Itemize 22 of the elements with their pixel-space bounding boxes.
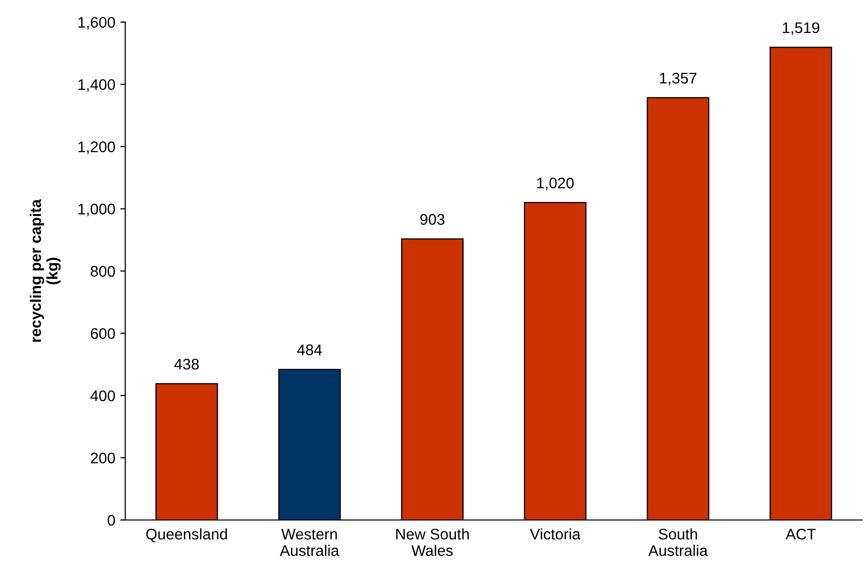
- data-label: 1,519: [782, 22, 820, 35]
- y-tick-label: 600: [90, 328, 115, 339]
- data-label: 438: [174, 358, 199, 370]
- y-tick-label: 1,600: [78, 16, 115, 30]
- x-tick-label: Victoria: [530, 528, 581, 540]
- x-tick-label: ACT: [786, 528, 816, 540]
- y-tick-label: 0: [108, 514, 115, 526]
- y-tick-label: 400: [90, 390, 115, 402]
- y-tick-label: 1,400: [78, 79, 115, 92]
- x-tick-label: New South Wales: [396, 528, 469, 556]
- y-tick-label: 1,200: [78, 141, 115, 154]
- data-label: 1,357: [660, 72, 696, 86]
- x-tick-label: South Australia: [648, 528, 708, 556]
- y-tick-label: 1,000: [78, 204, 115, 216]
- y-tick-label: 800: [90, 266, 115, 277]
- data-label: 903: [420, 214, 444, 225]
- x-tick-label: Western Australia: [280, 528, 340, 556]
- y-tick-label: 200: [90, 452, 115, 464]
- y-axis-title: recycling per capita (kg): [30, 199, 61, 342]
- x-tick-label: Queensland: [146, 528, 227, 542]
- data-label: 1,020: [537, 178, 574, 190]
- data-label: 484: [297, 344, 322, 356]
